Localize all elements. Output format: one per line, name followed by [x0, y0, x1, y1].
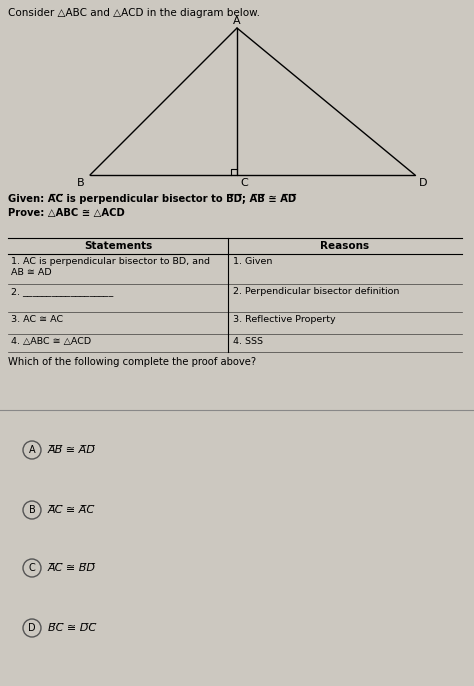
Text: A: A: [29, 445, 35, 455]
Text: 2. ___________________: 2. ___________________: [11, 287, 113, 296]
Text: C: C: [28, 563, 36, 573]
Text: A̅B̅ ≅ A̅D̅: A̅B̅ ≅ A̅D̅: [48, 445, 96, 455]
Text: 1. Given: 1. Given: [233, 257, 273, 266]
Text: B̅C̅ ≅ D̅C̅: B̅C̅ ≅ D̅C̅: [48, 623, 96, 633]
Text: 3. Reflective Property: 3. Reflective Property: [233, 315, 336, 324]
Text: 3. AC ≅ AC: 3. AC ≅ AC: [11, 315, 63, 324]
Text: 4. SSS: 4. SSS: [233, 337, 263, 346]
Text: A̅C̅ ≅ A̅C̅: A̅C̅ ≅ A̅C̅: [48, 505, 95, 515]
Text: 4. △ABC ≅ △ACD: 4. △ABC ≅ △ACD: [11, 337, 91, 346]
Text: A: A: [233, 16, 241, 26]
Text: Prove: △ABC ≅ △ACD: Prove: △ABC ≅ △ACD: [8, 208, 125, 218]
Text: Statements: Statements: [84, 241, 152, 251]
Text: Which of the following complete the proof above?: Which of the following complete the proo…: [8, 357, 256, 367]
Text: Given: A̅C̅ is perpendicular bisector to B̅D̅; A̅B̅ ≅ A̅D̅: Given: A̅C̅ is perpendicular bisector to…: [8, 194, 296, 204]
Text: Reasons: Reasons: [320, 241, 370, 251]
Text: Consider △ABC and △ACD in the diagram below.: Consider △ABC and △ACD in the diagram be…: [8, 8, 260, 18]
Text: C: C: [240, 178, 248, 188]
Text: B: B: [77, 178, 85, 188]
Text: B: B: [28, 505, 36, 515]
Text: A̅C̅ ≅ B̅D̅: A̅C̅ ≅ B̅D̅: [48, 563, 96, 573]
Text: 2. Perpendicular bisector definition: 2. Perpendicular bisector definition: [233, 287, 400, 296]
Text: D: D: [419, 178, 428, 188]
Text: D: D: [28, 623, 36, 633]
Text: 1. AC is perpendicular bisector to BD, and
AB ≅ AD: 1. AC is perpendicular bisector to BD, a…: [11, 257, 210, 277]
